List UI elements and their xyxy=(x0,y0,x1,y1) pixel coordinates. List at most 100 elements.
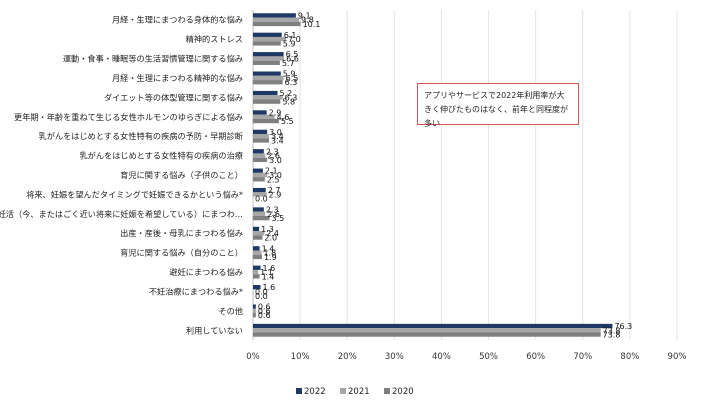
bar-2022 xyxy=(253,90,278,96)
bar-2022 xyxy=(253,52,284,57)
category-label: 利用していない xyxy=(186,325,243,335)
bar-2021 xyxy=(253,56,285,61)
data-label-2020: 5.5 xyxy=(281,117,294,126)
bar-2021 xyxy=(253,250,262,255)
data-label-2021: 1.1 xyxy=(260,268,273,277)
legend-swatch-2020 xyxy=(384,388,390,394)
bar-series xyxy=(253,13,613,337)
bar-2021 xyxy=(253,192,267,197)
data-label-2021: 1.8 xyxy=(263,249,276,258)
data-label-2022: 2.7 xyxy=(268,186,281,195)
data-label-2021: 2.4 xyxy=(266,229,279,238)
category-label: 妊活（今、またはごく近い将来に妊娠を希望している）にまつわ… xyxy=(0,209,243,219)
bar-2021 xyxy=(253,328,601,333)
bar-2020 xyxy=(253,80,283,85)
bar-2022 xyxy=(253,304,256,309)
bar-2020 xyxy=(253,235,263,240)
bar-2020 xyxy=(253,274,260,279)
data-label-2021: 3.0 xyxy=(269,171,282,180)
data-label-2020: 0.0 xyxy=(255,195,268,204)
x-tick-label: 0% xyxy=(246,352,260,362)
data-label-2021: 0.6 xyxy=(258,307,271,316)
data-label-2022: 3.0 xyxy=(269,128,282,137)
data-label-2021: 2.6 xyxy=(267,210,280,219)
data-label-2022: 5.2 xyxy=(279,89,292,98)
bar-2022 xyxy=(253,246,260,251)
data-label-2022: 5.9 xyxy=(283,70,296,79)
category-label: 出産・産後・母乳にまつわる悩み xyxy=(120,228,243,238)
category-label: 乳がんをはじめとする女性特有の疾病の予防・早期診断 xyxy=(39,131,243,141)
category-label: 月経・生理にまつわる精神的な悩み xyxy=(112,73,243,83)
x-tick-label: 30% xyxy=(385,352,404,362)
data-label-2022: 1.6 xyxy=(263,264,276,273)
bar-2022 xyxy=(253,129,268,135)
bar-2020 xyxy=(253,41,281,46)
bar-2020 xyxy=(253,21,301,27)
data-label-2021: 6.6 xyxy=(286,55,299,64)
category-label: 避妊にまつわる悩み xyxy=(169,267,243,277)
legend-swatch-2022 xyxy=(296,388,302,394)
data-label-2021: 7.0 xyxy=(288,35,301,44)
data-label-2022: 1.6 xyxy=(263,283,276,292)
bar-2020 xyxy=(253,118,279,124)
legend: 2022 2021 2020 xyxy=(296,387,414,397)
bar-2022 xyxy=(253,265,261,270)
bar-2020 xyxy=(253,138,270,143)
bar-2022 xyxy=(253,32,282,37)
data-label-2021: 0.0 xyxy=(255,287,268,296)
bar-2022 xyxy=(253,149,264,154)
data-label-2020: 2.5 xyxy=(267,175,280,184)
data-label-2020: 6.3 xyxy=(285,78,298,87)
data-label-2021: 4.6 xyxy=(277,113,290,122)
x-tick-label: 50% xyxy=(479,352,498,362)
bar-2022 xyxy=(253,168,263,173)
data-label-2021: 6.3 xyxy=(285,93,298,102)
data-label-2022: 1.3 xyxy=(261,225,274,234)
bar-2020 xyxy=(253,254,262,260)
data-label-2020: 5.7 xyxy=(282,59,295,68)
bar-2021 xyxy=(253,114,275,119)
bar-2020 xyxy=(253,313,256,318)
data-label-2020: 5.8 xyxy=(282,98,295,107)
category-label: 育児に関する悩み（子供のこと） xyxy=(120,170,243,180)
category-label: 運動・食事・睡眠等の生活習慣管理に関する悩み xyxy=(63,54,243,64)
data-label-2022: 2.3 xyxy=(266,147,279,156)
legend-swatch-2021 xyxy=(340,388,346,394)
data-label-2022: 6.5 xyxy=(286,50,299,59)
bar-2022 xyxy=(253,285,261,290)
category-label: 不妊治療にまつわる悩み* xyxy=(149,286,243,296)
bar-2022 xyxy=(253,207,264,212)
bar-2021 xyxy=(253,211,266,216)
data-label-2022: 76.3 xyxy=(614,322,632,331)
data-label-2020: 0.6 xyxy=(258,311,271,320)
data-label-2020: 3.5 xyxy=(271,214,284,223)
data-label-2022: 1.4 xyxy=(262,244,275,253)
bar-2022 xyxy=(253,71,281,76)
annotation-box: アプリやサービスで2022年利用率が大きく伸びたものはなく、前年と同程度が多い xyxy=(417,83,579,128)
category-label: 将来、妊娠を望んだタイミングで妊娠できるかという悩み* xyxy=(26,189,243,199)
data-label-2021: 2.9 xyxy=(269,190,282,199)
bar-2021 xyxy=(253,17,300,22)
data-label-2022: 2.1 xyxy=(265,167,278,176)
x-tick-label: 60% xyxy=(526,352,545,362)
data-label-2022: 9.1 xyxy=(298,11,311,20)
category-label: 精神的ストレス xyxy=(186,34,243,44)
category-label: 乳がんをはじめとする女性特有の疾病の治療 xyxy=(79,151,243,161)
bar-2020 xyxy=(253,332,601,337)
bar-2020 xyxy=(253,177,265,182)
bar-2022 xyxy=(253,110,267,115)
category-labels: 月経・生理にまつわる身体的な悩み精神的ストレス運動・食事・睡眠等の生活習慣管理に… xyxy=(0,15,243,336)
bar-2022 xyxy=(253,13,296,18)
bar-2022 xyxy=(253,226,260,232)
data-label-2020: 2.0 xyxy=(264,234,277,243)
bar-2020 xyxy=(253,215,270,221)
value-labels: 9.16.16.55.95.22.93.02.32.12.72.31.31.41… xyxy=(255,11,632,339)
x-tick-label: 10% xyxy=(291,352,310,362)
category-label: その他 xyxy=(218,306,243,316)
legend-label-2022: 2022 xyxy=(304,387,326,397)
data-label-2020: 3.0 xyxy=(269,156,282,165)
data-label-2021: 73.8 xyxy=(603,326,621,335)
bar-2021 xyxy=(253,95,283,100)
bar-2021 xyxy=(253,308,256,314)
